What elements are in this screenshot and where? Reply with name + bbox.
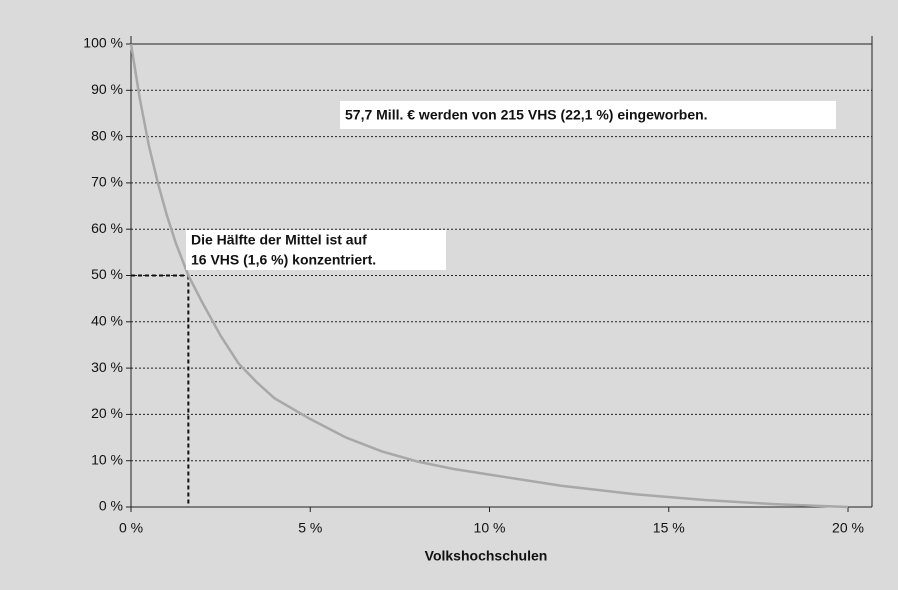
line <box>129 43 849 509</box>
y-tick-label: 40 % <box>91 313 123 329</box>
y-tick-label: 0 % <box>99 498 123 514</box>
y-tick-label: 30 % <box>91 359 123 375</box>
annotation-text: Die Hälfte der Mittel ist auf <box>191 232 367 248</box>
x-tick-label: 5 % <box>298 520 322 536</box>
x-tick-label: 0 % <box>119 520 143 536</box>
y-tick-label: 60 % <box>91 220 123 236</box>
x-axis-label: Volkshochschulen <box>425 548 548 564</box>
annotation-text: 57,7 Mill. € werden von 215 VHS (22,1 %)… <box>345 107 708 123</box>
annotation-text: 16 VHS (1,6 %) konzentriert. <box>191 252 376 268</box>
annotation-box <box>340 101 836 129</box>
y-tick-label: 50 % <box>91 266 123 282</box>
y-tick-label: 10 % <box>91 451 123 467</box>
y-tick-label: 80 % <box>91 127 123 143</box>
annotation-box <box>186 230 446 270</box>
y-tick-label: 20 % <box>91 405 123 421</box>
y-tick-label: 100 % <box>83 35 123 51</box>
x-tick-label: 15 % <box>653 520 685 536</box>
y-tick-label: 90 % <box>91 81 123 97</box>
x-tick-label: 20 % <box>832 520 864 536</box>
y-tick-label: 70 % <box>91 174 123 190</box>
x-tick-label: 10 % <box>474 520 506 536</box>
